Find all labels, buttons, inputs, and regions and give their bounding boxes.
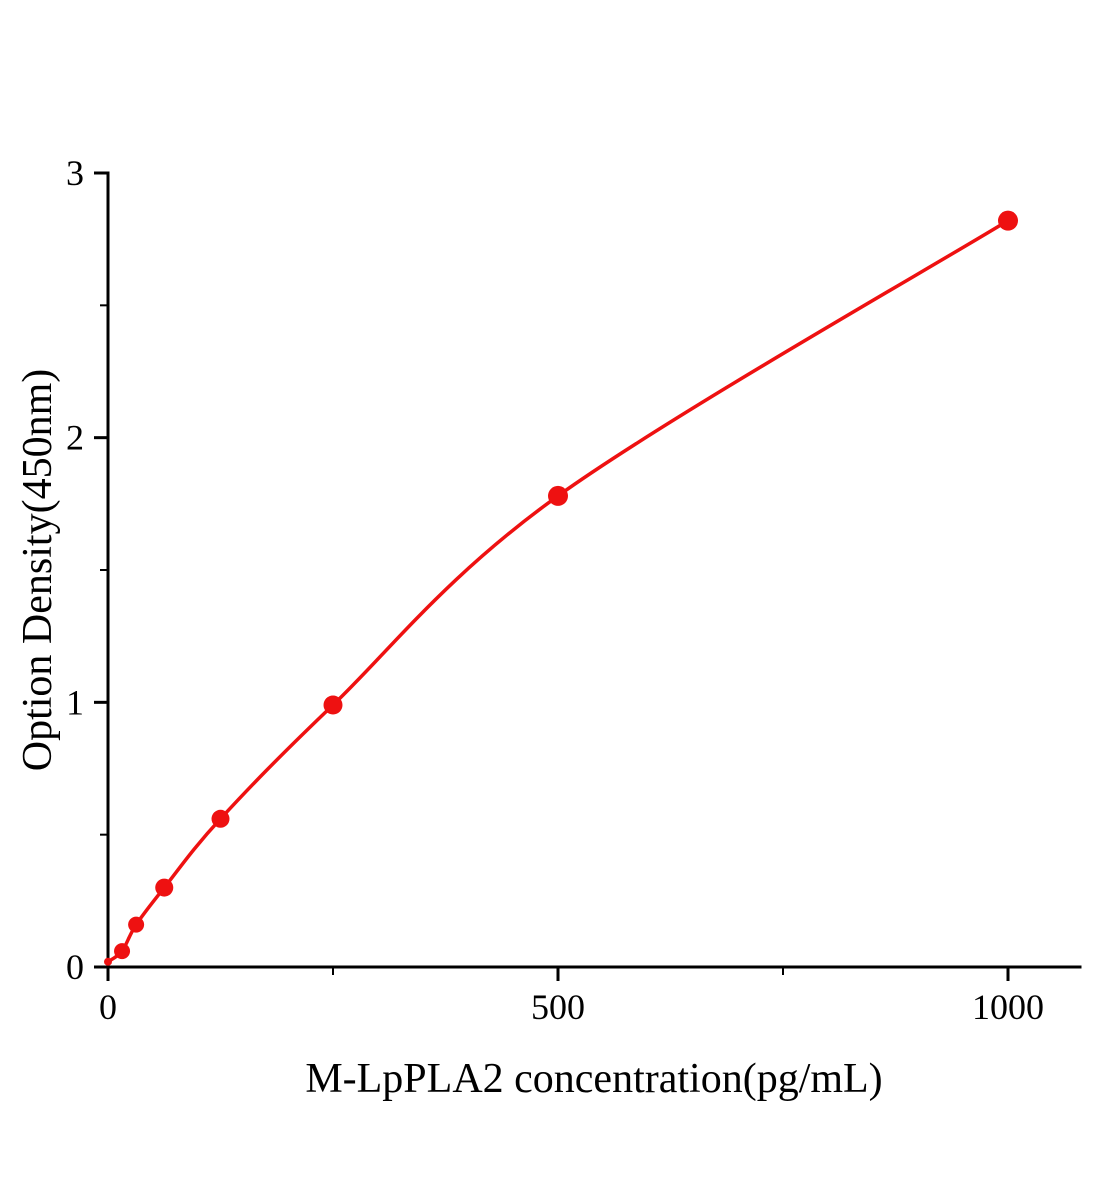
- data-point-marker: [128, 916, 145, 933]
- data-point-marker: [211, 809, 230, 828]
- standard-curve-line: [106, 219, 1009, 964]
- y-tick-label: 2: [66, 418, 84, 458]
- y-axis-title: Option Density(450nm): [15, 368, 61, 772]
- data-point-marker: [998, 210, 1018, 231]
- data-point-marker: [323, 695, 343, 715]
- data-point-marker: [104, 957, 112, 966]
- data-point-marker: [155, 878, 174, 897]
- data-point-marker: [114, 943, 131, 960]
- y-tick-label: 1: [66, 682, 84, 722]
- x-tick-label: 1000: [972, 987, 1044, 1027]
- x-tick-label: 500: [531, 987, 585, 1027]
- x-axis-title: M-LpPLA2 concentration(pg/mL): [305, 1056, 883, 1102]
- x-tick-label: 0: [99, 987, 117, 1027]
- data-point-marker: [548, 485, 568, 506]
- y-tick-label: 0: [66, 947, 84, 987]
- y-tick-label: 3: [66, 153, 84, 193]
